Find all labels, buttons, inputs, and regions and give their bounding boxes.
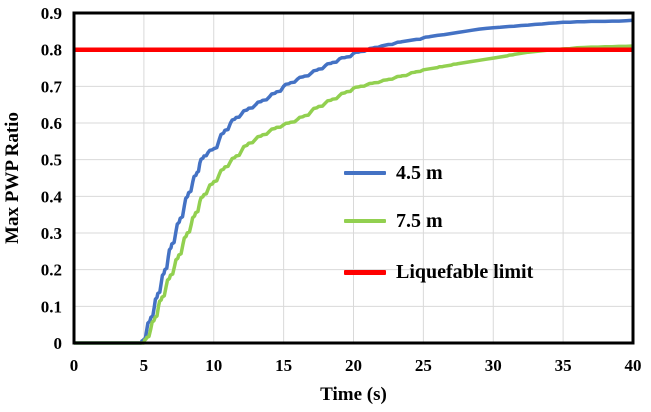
legend-label: Liquefable limit [396,260,534,283]
x-tick-label: 20 [345,356,362,375]
y-tick-label: 0.3 [41,224,62,243]
y-tick-label: 0 [54,334,63,353]
series-line-1 [74,44,634,345]
y-tick-label: 0.2 [41,261,62,280]
legend-line-green-icon [344,219,386,223]
y-tick-label: 0.9 [41,4,62,23]
x-tick-label: 35 [555,356,572,375]
y-tick-label: 0.7 [41,77,63,96]
y-tick-label: 0.5 [41,151,62,170]
y-tick-label: 0.8 [41,41,62,60]
x-tick-label: 15 [275,356,292,375]
y-tick-label: 0.4 [41,187,63,206]
x-tick-label: 30 [485,356,502,375]
legend-line-red-icon [344,269,386,275]
legend-label: 7.5 m [396,209,443,232]
x-tick-label: 25 [415,356,432,375]
plot-border [72,11,635,345]
x-axis-title: Time (s) [320,384,387,405]
y-tick-label: 0.6 [41,114,62,133]
legend-line-blue-icon [344,171,386,175]
x-tick-label: 0 [70,356,79,375]
y-tick-label: 0.1 [41,297,62,316]
y-axis-title: Max PWP Ratio [2,112,23,244]
x-tick-label: 10 [205,356,222,375]
series-line-0 [74,18,634,345]
x-tick-label: 5 [140,356,149,375]
legend-item-7-5m: 7.5 m [344,210,443,232]
x-tick-label: 40 [625,356,642,375]
legend-item-liquefable-limit: Liquefable limit [344,261,533,283]
legend-item-4-5m: 4.5 m [344,162,443,184]
legend-label: 4.5 m [396,161,443,184]
